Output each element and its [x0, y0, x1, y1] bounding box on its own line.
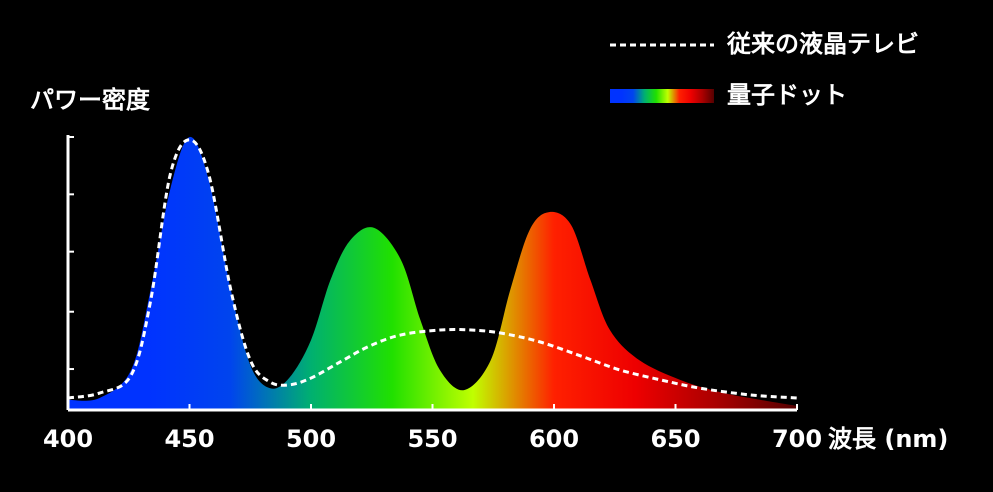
x-tick-label: 650 [650, 425, 700, 453]
x-tick-label: 550 [407, 425, 457, 453]
x-tick-label: 500 [286, 425, 336, 453]
legend-label: 従来の液晶テレビ [726, 30, 919, 58]
line [67, 138, 798, 400]
x-axis-label: 波長 (nm) [828, 425, 948, 453]
y-axis-label: パワー密度 [30, 86, 151, 114]
x-tick-label: 400 [43, 425, 93, 453]
area [68, 136, 797, 410]
legend-label: 量子ドット [727, 81, 847, 109]
x-tick-label: 700 [772, 425, 822, 453]
x-tick-label: 450 [164, 425, 214, 453]
legend-swatch [610, 89, 714, 103]
x-tick-label: 600 [529, 425, 579, 453]
